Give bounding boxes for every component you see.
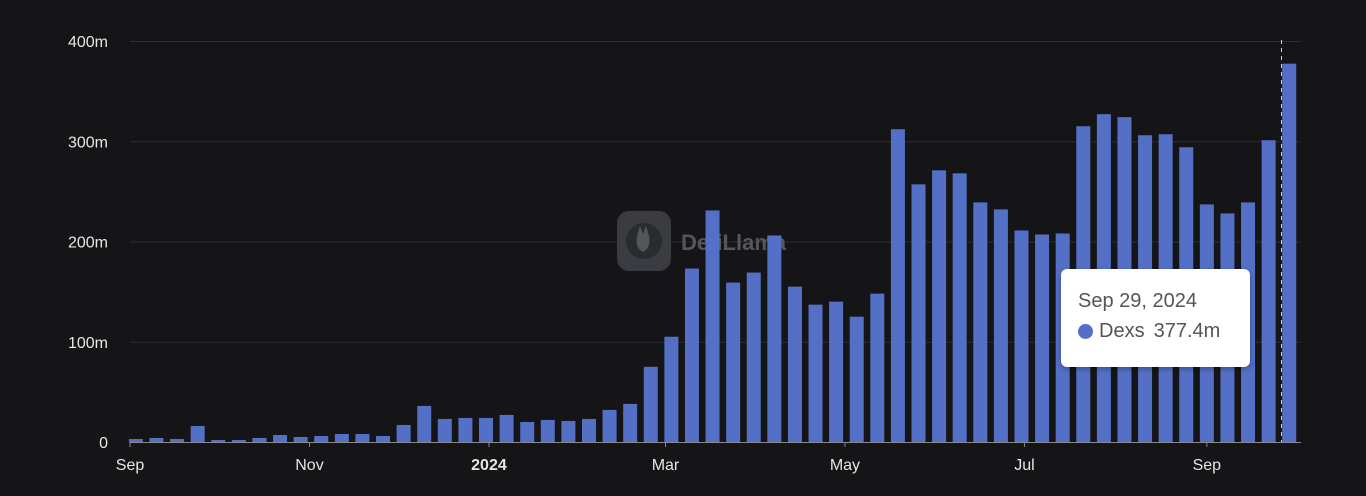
bar[interactable] xyxy=(334,433,349,442)
y-tick-label: 400m xyxy=(68,34,108,51)
bar[interactable] xyxy=(355,433,370,442)
bar[interactable] xyxy=(829,301,844,442)
tooltip-series-name: Dexs xyxy=(1099,320,1145,342)
y-tick-label: 200m xyxy=(68,235,108,252)
bar[interactable] xyxy=(479,417,494,442)
x-axis: Sep Nov 2024 Mar May Jul Sep xyxy=(116,442,1301,474)
tooltip-series-dot xyxy=(1078,324,1093,339)
y-tick-label: 0 xyxy=(99,435,108,452)
bar[interactable] xyxy=(684,268,699,442)
dexs-bars xyxy=(128,63,1297,443)
tooltip: Sep 29, 2024 Dexs 377.4m xyxy=(1061,269,1250,367)
bar[interactable] xyxy=(211,439,226,442)
bar[interactable] xyxy=(973,202,988,442)
x-tick-label: Sep xyxy=(1193,457,1222,474)
bar[interactable] xyxy=(252,437,267,442)
bar[interactable] xyxy=(293,436,308,442)
bar[interactable] xyxy=(273,434,288,442)
y-axis: 0 100m 200m 300m 400m xyxy=(68,34,108,452)
tooltip-date: Sep 29, 2024 xyxy=(1078,290,1197,312)
bar[interactable] xyxy=(314,435,329,442)
tooltip-row: Dexs 377.4m xyxy=(1078,320,1250,343)
bar[interactable] xyxy=(602,409,617,442)
bar[interactable] xyxy=(643,366,658,442)
tooltip-value: 377.4m xyxy=(1153,320,1221,342)
x-tick-label: Sep xyxy=(116,457,145,474)
bar[interactable] xyxy=(1282,63,1297,443)
llama-logo-icon xyxy=(617,211,671,271)
y-tick-label: 100m xyxy=(68,335,108,352)
bar[interactable] xyxy=(890,129,905,442)
bar[interactable] xyxy=(499,414,514,442)
bar[interactable] xyxy=(1014,230,1029,442)
bar[interactable] xyxy=(540,419,555,442)
bar[interactable] xyxy=(705,210,720,442)
bar[interactable] xyxy=(911,184,926,443)
x-tick-label: May xyxy=(830,457,860,474)
bar[interactable] xyxy=(993,209,1008,442)
defillama-watermark: DefiLlama xyxy=(617,211,787,271)
bar[interactable] xyxy=(417,405,432,442)
bar[interactable] xyxy=(808,304,823,442)
bar[interactable] xyxy=(231,439,246,442)
x-tick-label: Jul xyxy=(1014,457,1034,474)
bar[interactable] xyxy=(561,420,576,442)
bar[interactable] xyxy=(376,435,391,442)
bar[interactable] xyxy=(1261,140,1276,442)
bar[interactable] xyxy=(1035,234,1050,442)
bar[interactable] xyxy=(849,316,864,442)
bar[interactable] xyxy=(190,425,205,442)
bar[interactable] xyxy=(149,437,164,442)
bar[interactable] xyxy=(664,336,679,442)
bar[interactable] xyxy=(952,173,967,442)
bar[interactable] xyxy=(746,272,761,442)
bar[interactable] xyxy=(458,417,473,442)
bar[interactable] xyxy=(581,418,596,442)
bar[interactable] xyxy=(623,403,638,442)
bar[interactable] xyxy=(128,438,143,442)
x-tick-label: Nov xyxy=(295,457,323,474)
bar[interactable] xyxy=(520,421,535,442)
bar[interactable] xyxy=(932,170,947,442)
bar[interactable] xyxy=(396,424,411,442)
x-tick-label: Mar xyxy=(652,457,680,474)
x-tick-label: 2024 xyxy=(471,457,507,474)
bar[interactable] xyxy=(787,286,802,442)
bar[interactable] xyxy=(437,418,452,442)
y-tick-label: 300m xyxy=(68,134,108,151)
bar[interactable] xyxy=(767,235,782,442)
bar[interactable] xyxy=(726,282,741,442)
bar[interactable] xyxy=(870,293,885,442)
bar[interactable] xyxy=(170,438,185,442)
